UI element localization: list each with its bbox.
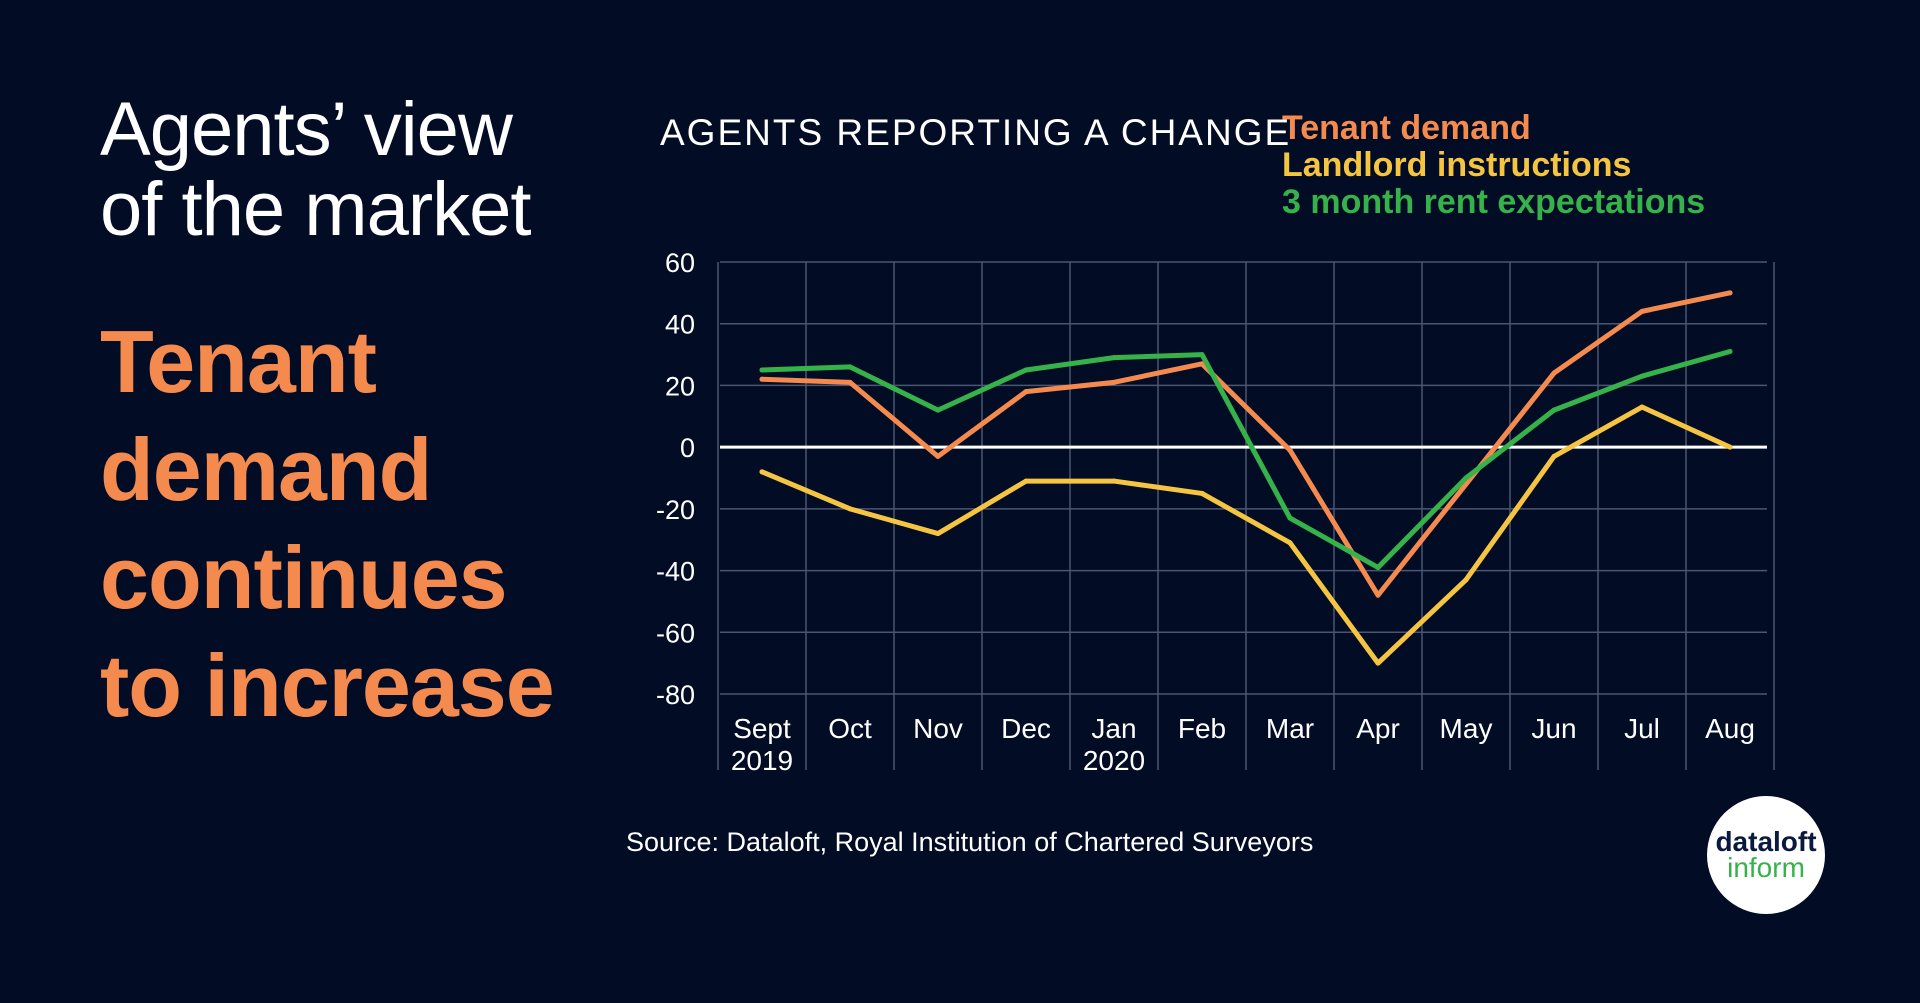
data-point <box>1463 577 1469 583</box>
x-tick-label: 2019 <box>731 745 793 776</box>
logo-text-inform: inform <box>1727 852 1805 883</box>
data-point <box>759 469 765 475</box>
data-point <box>935 407 941 413</box>
y-tick-label: -20 <box>656 495 695 525</box>
data-point <box>1023 478 1029 484</box>
data-point <box>1023 389 1029 395</box>
logo-text-dataloft: dataloft <box>1715 826 1817 857</box>
data-point <box>1463 481 1469 487</box>
data-point <box>1375 592 1381 598</box>
data-point <box>1551 407 1557 413</box>
data-point <box>1639 373 1645 379</box>
data-point <box>1199 352 1205 358</box>
source-note: Source: Dataloft, Royal Institution of C… <box>626 827 1314 857</box>
series-line-0 <box>759 290 1733 598</box>
x-tick-label: Apr <box>1356 713 1400 744</box>
headline-line-1: Agents’ view <box>100 87 513 172</box>
data-point <box>1111 478 1117 484</box>
y-tick-label: 20 <box>665 371 695 401</box>
x-tick-label: Mar <box>1266 713 1314 744</box>
data-point <box>1199 361 1205 367</box>
data-point <box>1375 660 1381 666</box>
data-point <box>1551 453 1557 459</box>
chart-legend: Tenant demand Landlord instructions 3 mo… <box>1282 110 1705 221</box>
data-point <box>1023 367 1029 373</box>
data-point <box>1287 447 1293 453</box>
x-tick-label: May <box>1440 713 1493 744</box>
data-point <box>1727 348 1733 354</box>
x-tick-label: Oct <box>828 713 872 744</box>
legend-item-tenant-demand: Tenant demand <box>1282 109 1531 147</box>
data-point <box>1287 540 1293 546</box>
headline: Agents’ view of the market <box>100 87 532 252</box>
data-point <box>1463 475 1469 481</box>
data-point <box>759 367 765 373</box>
data-point <box>1639 308 1645 314</box>
data-point <box>759 376 765 382</box>
data-point <box>1727 444 1733 450</box>
data-point <box>1111 355 1117 361</box>
data-point <box>1727 290 1733 296</box>
subhead-line-1: Tenant <box>100 312 377 411</box>
data-point <box>1199 490 1205 496</box>
headline-line-2: of the market <box>100 167 532 252</box>
data-point <box>1111 379 1117 385</box>
y-tick-label: -40 <box>656 557 695 587</box>
y-tick-label: -80 <box>656 680 695 710</box>
series-line-2 <box>759 348 1733 570</box>
dataloft-logo: dataloft inform <box>1707 796 1825 914</box>
legend-item-landlord-instructions: Landlord instructions <box>1282 146 1632 184</box>
subhead-line-2: demand <box>100 420 432 519</box>
x-tick-label: Feb <box>1178 713 1226 744</box>
data-point <box>847 506 853 512</box>
legend-item-rent-expectations: 3 month rent expectations <box>1282 183 1706 221</box>
data-point <box>935 531 941 537</box>
subhead-line-3: continues <box>100 528 508 627</box>
x-tick-label: Dec <box>1001 713 1051 744</box>
x-tick-label: 2020 <box>1083 745 1145 776</box>
series-line-1 <box>759 404 1733 666</box>
subhead-line-4: to increase <box>100 636 555 735</box>
subhead: Tenant demand continues to increase <box>100 308 555 740</box>
y-tick-label: 60 <box>665 248 695 278</box>
x-tick-label: Sept <box>733 713 791 744</box>
data-point <box>1551 370 1557 376</box>
x-tick-label: Nov <box>913 713 963 744</box>
data-point <box>847 364 853 370</box>
x-tick-label: Jul <box>1624 713 1660 744</box>
x-tick-label: Jan <box>1091 713 1136 744</box>
data-point <box>935 453 941 459</box>
x-tick-label: Aug <box>1705 713 1755 744</box>
data-point <box>1639 404 1645 410</box>
x-tick-label: Jun <box>1531 713 1576 744</box>
data-point <box>1375 564 1381 570</box>
data-point <box>1287 515 1293 521</box>
chart-title: AGENTS REPORTING A CHANGE <box>660 112 1292 153</box>
y-tick-label: -60 <box>656 618 695 648</box>
y-tick-label: 40 <box>665 310 695 340</box>
data-point <box>847 379 853 385</box>
y-tick-label: 0 <box>680 433 695 463</box>
